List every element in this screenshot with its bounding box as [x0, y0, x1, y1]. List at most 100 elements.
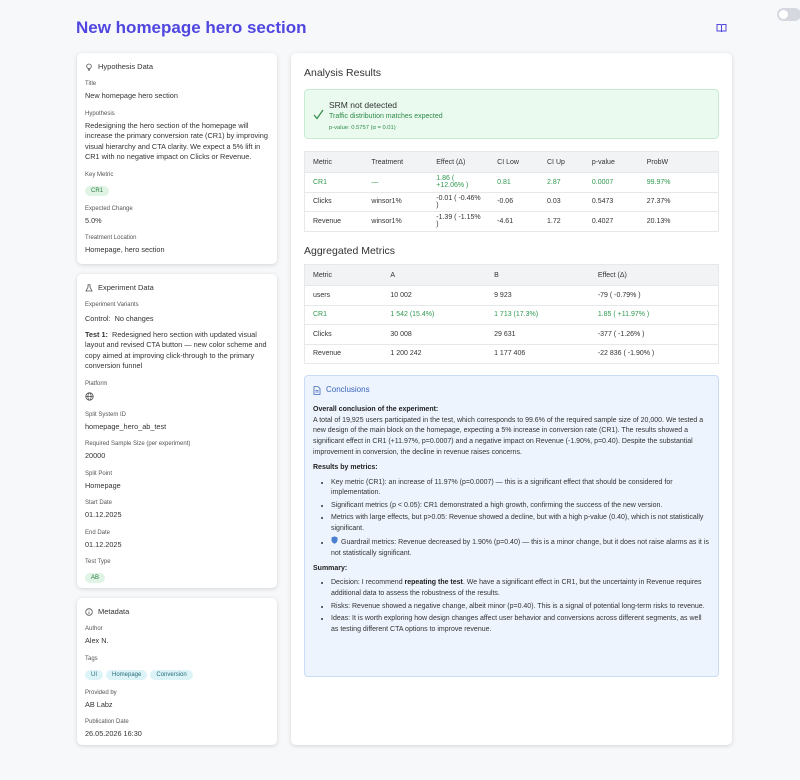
variant-text: Redesigned hero section with updated vis…: [85, 329, 267, 371]
field-label: Experiment Variants: [85, 302, 139, 308]
list-item: Guardrail metrics: Revenue decreased by …: [331, 536, 710, 560]
field-label: Author: [85, 626, 103, 632]
field-value: Redesigning the hero section of the home…: [85, 120, 268, 162]
table-cell: 2.87: [539, 172, 584, 192]
table-row: users 10 002 9 923 -79 ( -0.79% ): [304, 285, 719, 305]
table-row: Revenue winsor1% -1.39 ( -1.15% ) -4.61 1.72…: [304, 211, 719, 231]
table-cell: —: [363, 172, 429, 192]
field-label: Tags: [85, 655, 98, 662]
hypothesis-card: Hypothesis Data Title New homepage hero …: [77, 53, 277, 264]
text: A total of 19,925 users participated in …: [313, 416, 704, 456]
column-header: A: [382, 264, 487, 286]
field-value: Alex N.: [85, 636, 109, 645]
field-label: Provided by: [85, 689, 117, 696]
info-icon: [85, 607, 93, 616]
card-header: Experiment Data: [85, 283, 269, 292]
list-text: Guardrail metrics: Revenue decreased by …: [331, 539, 709, 557]
paragraph: Overall conclusion of the experiment: A t…: [313, 405, 710, 459]
variant-text: No changes: [114, 314, 154, 323]
docs-icon[interactable]: [716, 23, 727, 33]
table-cell: 27.37%: [638, 191, 719, 212]
table-cell: 99.97%: [638, 172, 719, 192]
metric-list: Key metric (CR1): an increase of 11.97% …: [313, 478, 710, 560]
srm-title: SRM not detected: [329, 100, 398, 110]
table-cell: winsor1%: [363, 191, 429, 212]
field-value: AB Labz: [85, 699, 113, 709]
field-value: homepage_hero_ab_test: [85, 421, 167, 431]
list-item: Metrics with large effects, but p>0.05: …: [331, 513, 710, 535]
field-label: Split Point: [85, 470, 113, 477]
field-value: New homepage hero section: [85, 91, 178, 100]
table-cell: -377 ( -1.26% ): [589, 324, 719, 344]
table-cell: users: [304, 285, 383, 305]
table-cell: -0.06: [489, 191, 539, 212]
results-table: Metric Treatment Effect (Δ) CI Low CI Up p-va…: [304, 151, 719, 232]
field-value: Homepage: [85, 480, 121, 490]
table-cell: 9 923: [486, 285, 590, 305]
field-label: Required Sample Size (per experiment): [85, 441, 191, 447]
field-label: Start Date: [85, 500, 113, 506]
field-label: Platform: [85, 380, 108, 387]
conclusions-title: Conclusions: [326, 385, 370, 394]
srm-detail: p-value: 0.5757 (α = 0.01): [329, 125, 396, 131]
metadata-card: Metadata Author Alex N. Tags UI Homepage C…: [77, 598, 277, 745]
table-row: Revenue 1 200 242 1 177 406 -22 836 ( -1.90…: [304, 343, 719, 364]
column-header: Metric: [304, 264, 383, 286]
list-item: Decision: I recommend repeating the test…: [331, 578, 710, 600]
card-title: Experiment Data: [98, 283, 154, 292]
field-label: End Date: [85, 529, 111, 536]
theme-toggle[interactable]: [777, 8, 800, 21]
variant-label: Test 1:: [85, 329, 108, 339]
subheading: Results by metrics:: [313, 463, 710, 474]
page-title: New homepage hero section: [76, 18, 307, 37]
column-header: CI Low: [489, 151, 539, 173]
column-header: CI Up: [539, 151, 584, 173]
type-badge: AB: [85, 573, 106, 583]
doc-icon: [313, 386, 321, 395]
table-cell: 0.4027: [583, 211, 639, 231]
table-cell: winsor1%: [363, 211, 429, 231]
table-cell: -79 ( -0.79% ): [589, 285, 719, 305]
table-cell: 1.72: [539, 211, 584, 231]
bulb-icon: [86, 63, 92, 71]
table-cell: 0.5473: [583, 191, 639, 212]
column-header: Effect (Δ): [589, 264, 719, 286]
column-header: Effect (Δ): [428, 151, 490, 173]
tag: Conversion: [150, 669, 193, 680]
field-label: Title: [85, 81, 97, 87]
table-cell: CR1: [304, 172, 364, 192]
table-cell: -4.61: [489, 211, 539, 231]
conclusions-header: Conclusions: [313, 385, 710, 396]
field-label: Key Metric: [85, 171, 114, 178]
column-header: ProbW: [638, 151, 719, 173]
field-label: Hypothesis: [85, 110, 115, 117]
table-cell: 1 177 406: [486, 343, 590, 364]
field-value: Homepage, hero section: [85, 245, 165, 254]
variant: Test 1: Redesigned hero section with upd…: [85, 330, 269, 372]
table-cell: CR1: [304, 304, 383, 325]
card-header: Metadata: [85, 607, 269, 616]
field-label: Split System ID: [85, 411, 127, 418]
emphasis: repeating the test: [404, 579, 463, 587]
field-label: Publication Date: [85, 719, 129, 725]
table-cell: 0.0007: [583, 172, 639, 192]
table-cell: Revenue: [304, 211, 364, 231]
table-cell: 20.13%: [638, 211, 719, 231]
experiment-card: Experiment Data Experiment Variants Cont…: [77, 274, 277, 588]
header-row: Metric Treatment Effect (Δ) CI Low CI Up p-va…: [304, 151, 719, 173]
list-item: Risks: Revenue showed a negative change,…: [331, 602, 710, 613]
summary-list: Decision: I recommend repeating the test…: [313, 578, 710, 635]
section-title: Analysis Results: [304, 67, 382, 79]
table-row: CR1—1.86 ( +12.06% ) 0.81 2.87 0.0007 99.97%: [304, 172, 719, 192]
subheading: Summary:: [313, 564, 710, 575]
subheading-text: Results by metrics:: [313, 463, 378, 471]
table-row: Clicks winsor1% -0.01 ( -0.46% ) -0.06 0.03 0…: [304, 191, 719, 212]
srm-subtitle: Traffic distribution matches expected: [329, 113, 443, 120]
list-item: Significant metrics (p < 0.05): CR1 demo…: [331, 501, 710, 512]
list-item: Key metric (CR1): an increase of 11.97% …: [331, 478, 710, 500]
variant: Control: No changes: [85, 314, 269, 325]
field-value: 01.12.2025: [85, 539, 122, 549]
table-cell: 10 002: [382, 285, 487, 305]
